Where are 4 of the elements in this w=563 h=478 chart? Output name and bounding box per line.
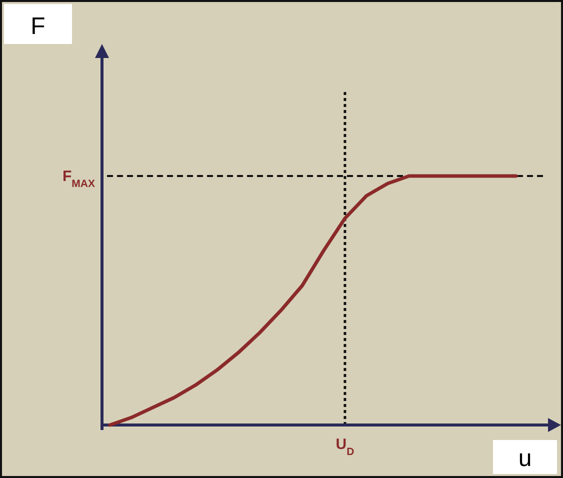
ref-line-label: F$_{MAX}$ (62, 168, 95, 190)
text: u (518, 445, 532, 472)
text: F (30, 13, 46, 40)
text: U$_{D}$ (336, 436, 354, 458)
